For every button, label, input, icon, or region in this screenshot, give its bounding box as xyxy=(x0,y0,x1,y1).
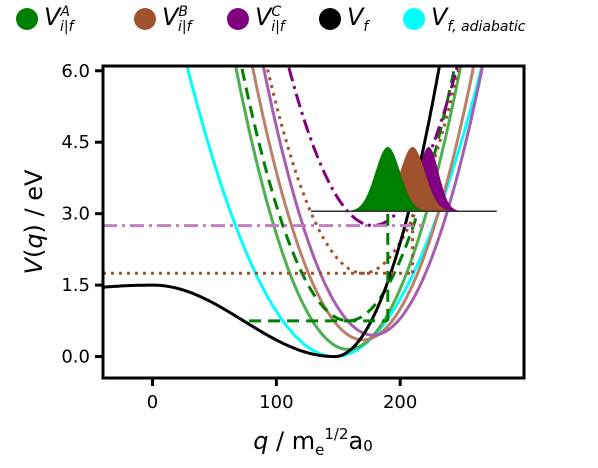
legend-marker-B xyxy=(134,8,156,30)
y-tick-label: 3.0 xyxy=(61,204,90,225)
gaussian-B xyxy=(344,147,481,212)
y-tick-label: 6.0 xyxy=(61,61,90,82)
curve-layer xyxy=(103,66,485,359)
legend-marker-A xyxy=(16,8,38,30)
legend-marker-f xyxy=(319,8,341,30)
legend-item-adiabatic: Vf, adiabatic xyxy=(403,2,525,36)
legend-item-C: VCi|f xyxy=(227,2,285,36)
series-line-v-i-f-a xyxy=(234,66,463,351)
legend-label-A: VAi|f xyxy=(44,3,74,35)
y-tick-label: 1.5 xyxy=(61,275,90,296)
y-tick-label: 4.5 xyxy=(61,132,90,153)
legend-label-adiabatic: Vf, adiabatic xyxy=(431,3,526,35)
tick-layer: 0.0 1.5 3.0 4.5 6.0 0 100 200 xyxy=(61,61,417,413)
legend-marker-adiabatic xyxy=(403,8,425,30)
gaussian-layer xyxy=(311,147,497,213)
legend-item-f: Vf xyxy=(319,2,368,36)
y-tick-label: 0.0 xyxy=(61,347,90,368)
series-line-v-i-f-b-shifted- xyxy=(265,66,461,275)
legend-label-B: VBi|f xyxy=(162,3,192,35)
legend-item-A: VAi|f xyxy=(16,2,74,36)
x-tick-label: 0 xyxy=(147,392,158,413)
series-line-v-f xyxy=(103,66,441,359)
gaussian-C xyxy=(360,147,497,212)
x-tick-label: 100 xyxy=(259,392,293,413)
chart-legend: VAi|f VBi|f VCi|f Vf Vf, adiabatic xyxy=(0,0,598,40)
legend-label-C: VCi|f xyxy=(255,3,285,35)
x-tick-label: 200 xyxy=(383,392,417,413)
gaussian-A xyxy=(319,147,456,212)
y-axis-label: V(q) / eV xyxy=(20,169,48,275)
legend-item-B: VBi|f xyxy=(134,2,192,36)
legend-marker-C xyxy=(227,8,249,30)
series-line-v-i-f-c xyxy=(261,66,485,337)
series-line-v-i-f-b xyxy=(250,66,476,342)
legend-label-f: Vf xyxy=(347,3,369,35)
plot-frame xyxy=(101,64,526,380)
series-line-v-i-f-a-shifted- xyxy=(239,66,457,323)
series-line-v-f-adiabatic- xyxy=(185,66,484,359)
series-line-v-i-f-c-shifted- xyxy=(286,66,459,228)
x-axis-label: q / me1/2a0 xyxy=(253,425,373,459)
